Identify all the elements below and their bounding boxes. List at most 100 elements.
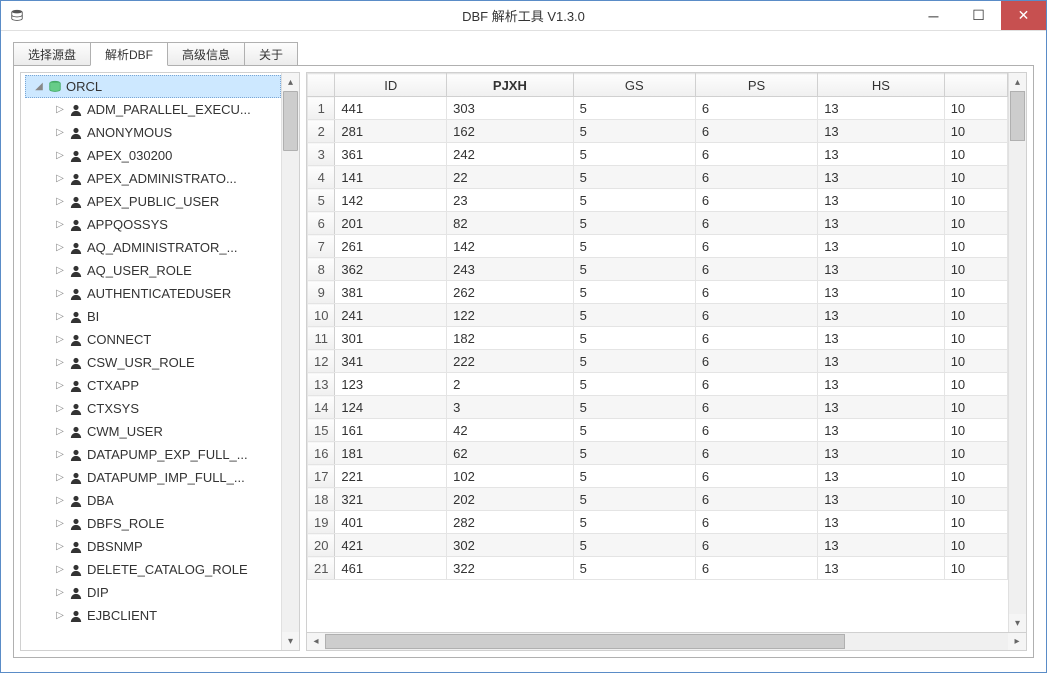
expand-icon[interactable]: ▷ bbox=[53, 127, 67, 138]
table-row[interactable]: 620182561310 bbox=[308, 212, 1008, 235]
table-row[interactable]: 18321202561310 bbox=[308, 488, 1008, 511]
expand-icon[interactable]: ▷ bbox=[53, 495, 67, 506]
expand-icon[interactable]: ▷ bbox=[53, 196, 67, 207]
scroll-thumb[interactable] bbox=[325, 634, 845, 649]
tree-item[interactable]: ▷AQ_ADMINISTRATOR_... bbox=[25, 236, 281, 259]
expand-icon[interactable]: ▷ bbox=[53, 104, 67, 115]
table-row[interactable]: 21461322561310 bbox=[308, 557, 1008, 580]
column-header[interactable]: ID bbox=[335, 74, 447, 97]
tree-item[interactable]: ▷DBFS_ROLE bbox=[25, 512, 281, 535]
table-row[interactable]: 19401282561310 bbox=[308, 511, 1008, 534]
tree-item[interactable]: ▷DBSNMP bbox=[25, 535, 281, 558]
tree-item[interactable]: ▷DATAPUMP_EXP_FULL_... bbox=[25, 443, 281, 466]
table-row[interactable]: 11301182561310 bbox=[308, 327, 1008, 350]
tree-item[interactable]: ▷AQ_USER_ROLE bbox=[25, 259, 281, 282]
table-row[interactable]: 7261142561310 bbox=[308, 235, 1008, 258]
expand-icon[interactable]: ▷ bbox=[53, 219, 67, 230]
rownum-header[interactable] bbox=[308, 74, 335, 97]
tree-item[interactable]: ▷APEX_ADMINISTRATO... bbox=[25, 167, 281, 190]
scroll-down-icon[interactable]: ▾ bbox=[282, 632, 299, 650]
table-row[interactable]: 10241122561310 bbox=[308, 304, 1008, 327]
tab-3[interactable]: 关于 bbox=[244, 42, 298, 66]
table-row[interactable]: 9381262561310 bbox=[308, 281, 1008, 304]
tree-item[interactable]: ▷CONNECT bbox=[25, 328, 281, 351]
grid-vscrollbar[interactable]: ▴ ▾ bbox=[1008, 73, 1026, 632]
scroll-up-icon[interactable]: ▴ bbox=[1009, 73, 1026, 91]
scroll-right-icon[interactable]: ▸ bbox=[1008, 633, 1026, 650]
table-row[interactable]: 12341222561310 bbox=[308, 350, 1008, 373]
tree-item[interactable]: ▷DBA bbox=[25, 489, 281, 512]
tree-scrollbar[interactable]: ▴ ▾ bbox=[281, 73, 299, 650]
scroll-up-icon[interactable]: ▴ bbox=[282, 73, 299, 91]
expand-icon[interactable]: ▷ bbox=[53, 587, 67, 598]
cell: 10 bbox=[944, 350, 1007, 373]
tab-2[interactable]: 高级信息 bbox=[167, 42, 245, 66]
tree-item[interactable]: ▷ADM_PARALLEL_EXECU... bbox=[25, 98, 281, 121]
expand-icon[interactable]: ▷ bbox=[53, 426, 67, 437]
expand-icon[interactable]: ▷ bbox=[53, 242, 67, 253]
titlebar: DBF 解析工具 V1.3.0 ─ ☐ ✕ bbox=[1, 1, 1046, 31]
column-header[interactable]: PS bbox=[695, 74, 817, 97]
scroll-thumb[interactable] bbox=[283, 91, 298, 151]
table-row[interactable]: 8362243561310 bbox=[308, 258, 1008, 281]
cell: 13 bbox=[818, 442, 945, 465]
table-row[interactable]: 17221102561310 bbox=[308, 465, 1008, 488]
tree-root[interactable]: ◢ORCL bbox=[25, 75, 281, 98]
expand-icon[interactable]: ▷ bbox=[53, 265, 67, 276]
expand-icon[interactable]: ▷ bbox=[53, 472, 67, 483]
expand-icon[interactable]: ▷ bbox=[53, 357, 67, 368]
expand-icon[interactable]: ▷ bbox=[53, 403, 67, 414]
tree-item[interactable]: ▷CWM_USER bbox=[25, 420, 281, 443]
tree-item[interactable]: ▷DIP bbox=[25, 581, 281, 604]
tree-item[interactable]: ▷DELETE_CATALOG_ROLE bbox=[25, 558, 281, 581]
tree-item[interactable]: ▷CTXAPP bbox=[25, 374, 281, 397]
tree-item[interactable]: ▷AUTHENTICATEDUSER bbox=[25, 282, 281, 305]
tree-item[interactable]: ▷APEX_030200 bbox=[25, 144, 281, 167]
expand-icon[interactable]: ▷ bbox=[53, 380, 67, 391]
column-header[interactable]: GS bbox=[573, 74, 695, 97]
expand-icon[interactable]: ▷ bbox=[53, 564, 67, 575]
column-header[interactable] bbox=[944, 74, 1007, 97]
tree-item[interactable]: ▷ANONYMOUS bbox=[25, 121, 281, 144]
expand-icon[interactable]: ▷ bbox=[53, 610, 67, 621]
expand-icon[interactable]: ▷ bbox=[53, 334, 67, 345]
tree-item[interactable]: ▷BI bbox=[25, 305, 281, 328]
maximize-button[interactable]: ☐ bbox=[956, 1, 1001, 30]
column-header[interactable]: HS bbox=[818, 74, 945, 97]
collapse-icon[interactable]: ◢ bbox=[32, 81, 46, 92]
tree-item[interactable]: ▷APEX_PUBLIC_USER bbox=[25, 190, 281, 213]
scroll-thumb[interactable] bbox=[1010, 91, 1025, 141]
table-row[interactable]: 2281162561310 bbox=[308, 120, 1008, 143]
close-button[interactable]: ✕ bbox=[1001, 1, 1046, 30]
expand-icon[interactable]: ▷ bbox=[53, 288, 67, 299]
table-row[interactable]: 1516142561310 bbox=[308, 419, 1008, 442]
tree-item[interactable]: ▷CTXSYS bbox=[25, 397, 281, 420]
tree-item[interactable]: ▷CSW_USR_ROLE bbox=[25, 351, 281, 374]
scroll-left-icon[interactable]: ◂ bbox=[307, 633, 325, 650]
tree-item[interactable]: ▷EJBCLIENT bbox=[25, 604, 281, 627]
tab-1[interactable]: 解析DBF bbox=[90, 42, 168, 66]
expand-icon[interactable]: ▷ bbox=[53, 449, 67, 460]
table-row[interactable]: 3361242561310 bbox=[308, 143, 1008, 166]
grid-hscrollbar[interactable]: ◂ ▸ bbox=[306, 633, 1027, 651]
table-row[interactable]: 1441303561310 bbox=[308, 97, 1008, 120]
tree-item[interactable]: ▷DATAPUMP_IMP_FULL_... bbox=[25, 466, 281, 489]
table-row[interactable]: 1618162561310 bbox=[308, 442, 1008, 465]
table-row[interactable]: 131232561310 bbox=[308, 373, 1008, 396]
column-header[interactable]: PJXH bbox=[447, 74, 574, 97]
row-number: 19 bbox=[308, 511, 335, 534]
tree-item[interactable]: ▷APPQOSSYS bbox=[25, 213, 281, 236]
table-row[interactable]: 514223561310 bbox=[308, 189, 1008, 212]
row-number: 14 bbox=[308, 396, 335, 419]
table-row[interactable]: 20421302561310 bbox=[308, 534, 1008, 557]
expand-icon[interactable]: ▷ bbox=[53, 150, 67, 161]
scroll-down-icon[interactable]: ▾ bbox=[1009, 614, 1026, 632]
table-row[interactable]: 141243561310 bbox=[308, 396, 1008, 419]
minimize-button[interactable]: ─ bbox=[911, 1, 956, 30]
expand-icon[interactable]: ▷ bbox=[53, 173, 67, 184]
table-row[interactable]: 414122561310 bbox=[308, 166, 1008, 189]
tab-0[interactable]: 选择源盘 bbox=[13, 42, 91, 66]
expand-icon[interactable]: ▷ bbox=[53, 518, 67, 529]
expand-icon[interactable]: ▷ bbox=[53, 311, 67, 322]
expand-icon[interactable]: ▷ bbox=[53, 541, 67, 552]
